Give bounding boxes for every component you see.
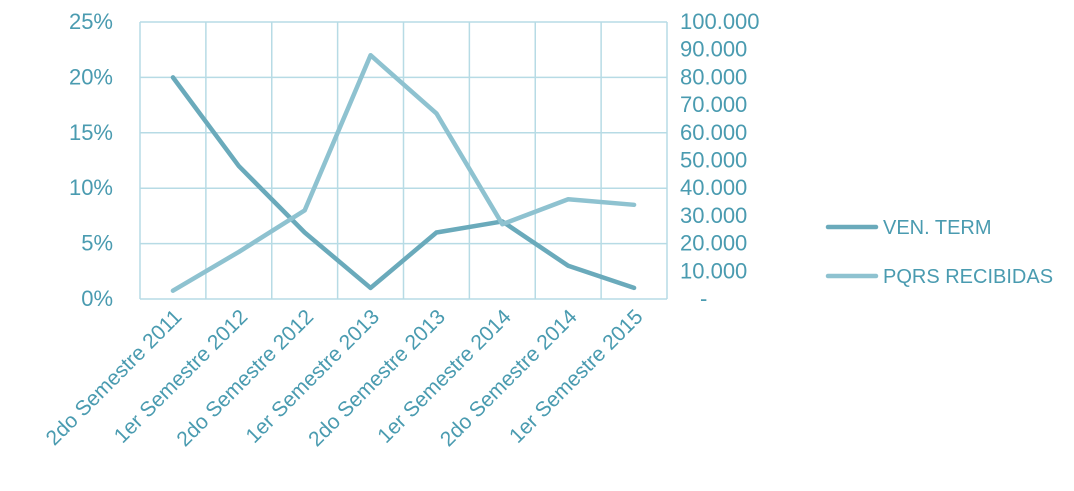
- right-axis-tick-label: 50.000: [680, 148, 747, 173]
- left-axis-tick-label: 0%: [81, 286, 113, 311]
- left-axis-tick-label: 15%: [69, 120, 113, 145]
- right-axis-tick-label: 60.000: [680, 120, 747, 145]
- left-y-axis: 0% 5% 10% 15% 20% 25%: [69, 9, 113, 311]
- right-axis-tick-label: 20.000: [680, 231, 747, 256]
- legend-label: VEN. TERM: [883, 217, 992, 239]
- legend-label: PQRS RECIBIDAS: [883, 266, 1053, 288]
- right-axis-tick-label: 80.000: [680, 64, 747, 89]
- series-line-ven-term: [170, 75, 637, 291]
- right-axis-tick-label: 70.000: [680, 92, 747, 117]
- right-axis-tick-label: 100.000: [680, 9, 760, 34]
- right-axis-tick-label: 30.000: [680, 203, 747, 228]
- left-axis-tick-label: 5%: [81, 231, 113, 256]
- left-axis-tick-label: 25%: [69, 9, 113, 34]
- right-axis-tick-label: 90.000: [680, 37, 747, 62]
- gridlines: [139, 21, 668, 300]
- left-axis-tick-label: 20%: [69, 64, 113, 89]
- series-lines: [170, 52, 637, 293]
- right-axis-tick-label: 40.000: [680, 175, 747, 200]
- right-axis-tick-label: 10.000: [680, 258, 747, 283]
- legend: VEN. TERM PQRS RECIBIDAS: [825, 217, 1053, 288]
- series-line-pqrs-recibidas: [170, 52, 637, 293]
- right-axis-tick-label: -: [700, 286, 707, 311]
- left-axis-tick-label: 10%: [69, 175, 113, 200]
